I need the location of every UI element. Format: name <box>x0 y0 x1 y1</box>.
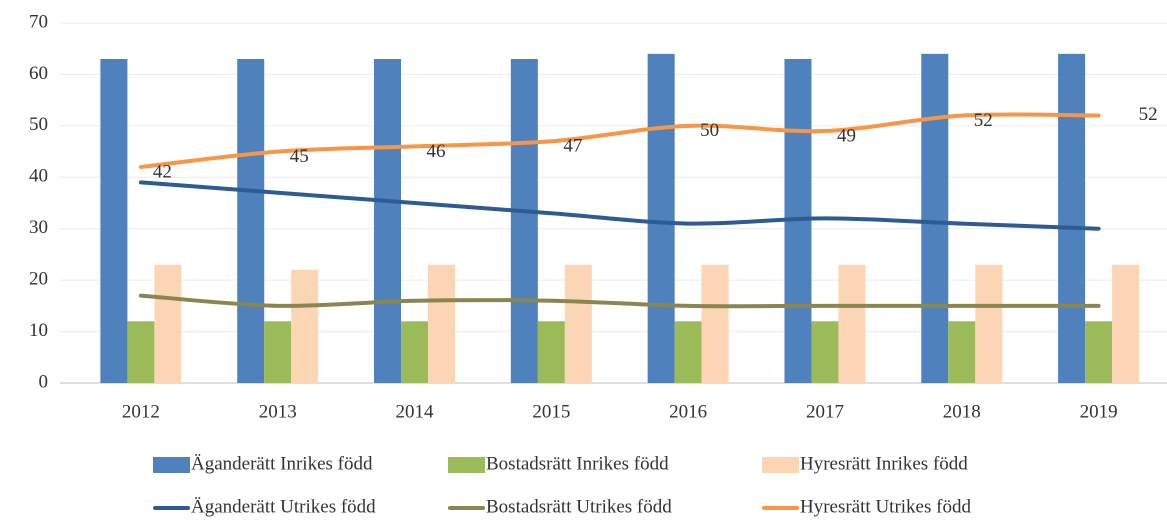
bar <box>428 264 456 383</box>
legend-label: Hyresrätt Utrikes född <box>800 496 971 517</box>
legend-swatch <box>448 457 485 473</box>
bar <box>237 59 265 383</box>
legend-swatch <box>762 457 799 473</box>
bar <box>674 321 702 383</box>
x-tick-label: 2018 <box>943 401 981 422</box>
data-label: 52 <box>1139 104 1158 125</box>
bar <box>264 321 292 383</box>
y-tick-label: 50 <box>29 114 48 135</box>
x-tick-label: 2017 <box>806 401 844 422</box>
y-tick-label: 10 <box>29 320 48 341</box>
y-tick-label: 0 <box>39 371 49 392</box>
bar <box>701 264 729 383</box>
y-tick-label: 20 <box>29 269 48 290</box>
bar <box>291 269 319 383</box>
bar <box>374 59 402 383</box>
y-tick-label: 30 <box>29 217 48 238</box>
y-tick-label: 40 <box>29 166 48 187</box>
legend-swatch <box>153 457 190 473</box>
legend-label: Bostadsrätt Utrikes född <box>486 496 672 517</box>
line <box>138 112 1101 169</box>
bar <box>921 53 949 383</box>
x-tick-label: 2016 <box>669 401 707 422</box>
y-tick-label: 60 <box>29 63 48 84</box>
bar <box>647 53 675 383</box>
bar <box>510 59 538 383</box>
legend-label: Äganderätt Inrikes född <box>191 453 373 474</box>
legend-label: Bostadsrätt Inrikes född <box>486 453 669 474</box>
x-tick-label: 2012 <box>122 401 160 422</box>
bar <box>127 321 155 383</box>
legend-label: Äganderätt Utrikes född <box>191 496 376 517</box>
bar <box>100 59 128 383</box>
bar <box>401 321 429 383</box>
data-label: 46 <box>427 141 446 162</box>
bar <box>1085 321 1113 383</box>
legend-label: Hyresrätt Inrikes född <box>800 453 968 474</box>
x-tick-label: 2013 <box>259 401 297 422</box>
data-label: 45 <box>290 146 309 167</box>
bar <box>1058 53 1086 383</box>
bar <box>975 264 1003 383</box>
bar <box>1112 264 1140 383</box>
data-label: 50 <box>700 120 719 141</box>
data-label: 49 <box>837 125 856 146</box>
data-label: 52 <box>974 110 993 131</box>
bar <box>537 321 565 383</box>
line <box>138 180 1101 231</box>
data-label: 42 <box>153 161 172 182</box>
data-label: 47 <box>563 136 582 157</box>
bar <box>154 264 182 383</box>
x-tick-label: 2015 <box>532 401 570 422</box>
bar <box>948 321 976 383</box>
x-tick-label: 2019 <box>1080 401 1118 422</box>
x-tick-label: 2014 <box>396 401 435 422</box>
line <box>138 293 1101 309</box>
bar <box>838 264 866 383</box>
bar <box>811 321 839 383</box>
y-tick-label: 70 <box>29 11 48 32</box>
bar <box>564 264 592 383</box>
